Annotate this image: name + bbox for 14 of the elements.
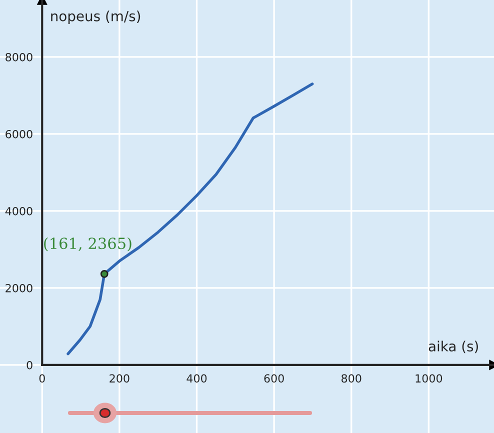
y-tick-label: 4000 <box>5 206 32 216</box>
x-tick-label: 600 <box>264 374 284 383</box>
y-tick-label: 0 <box>26 360 32 370</box>
y-tick-label: 8000 <box>6 52 32 62</box>
y-tick-label: 6000 <box>6 130 32 138</box>
x-tick-label: 1000 <box>416 374 442 383</box>
y-tick-label: 2000 <box>6 284 32 292</box>
y-axis-title: nopeus (m/s) <box>51 10 140 24</box>
x-axis-title: aika (s) <box>428 340 478 354</box>
x-tick-label: 0 <box>39 374 45 383</box>
x-tick-label: 200 <box>110 374 130 383</box>
x-tick-label: 400 <box>186 374 207 383</box>
annotation: (161, 2365) <box>44 237 132 252</box>
x-tick-label: 800 <box>342 374 362 383</box>
